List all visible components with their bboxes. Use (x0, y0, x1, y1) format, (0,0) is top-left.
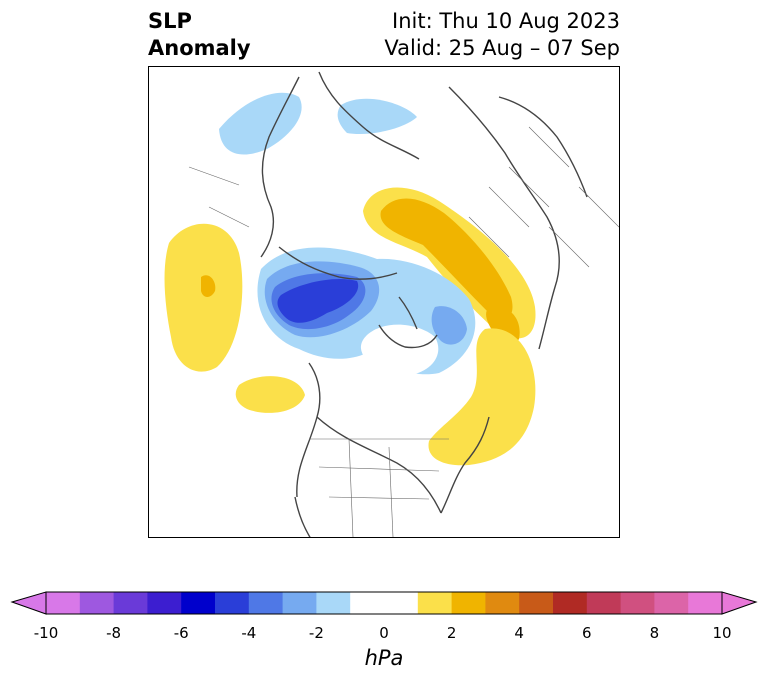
blue-anomaly-north-atlantic (219, 92, 302, 155)
colorbar-tick-label: 4 (514, 624, 524, 642)
colorbar-cell (248, 592, 284, 614)
valid-range: Valid: 25 Aug – 07 Sep (384, 36, 620, 60)
colorbar-cell (79, 592, 115, 614)
yellow-anomaly-small (235, 376, 305, 413)
colorbar-cell (688, 592, 723, 614)
colorbar-cell (485, 592, 520, 614)
colorbar-cell (46, 592, 81, 614)
colorbar-cell (215, 592, 250, 614)
title-variable: SLP (148, 9, 192, 33)
colorbar-cell (350, 592, 385, 614)
blue-anomaly-greenland (337, 98, 417, 135)
colorbar-tick-label: 8 (649, 624, 660, 642)
colorbar-units: hPa (364, 646, 404, 670)
colorbar-tick-label: 6 (582, 624, 592, 642)
colorbar-extend-min (10, 591, 47, 615)
colorbar-cell (553, 592, 588, 614)
init-date: Init: Thu 10 Aug 2023 (392, 9, 620, 33)
colorbar-tick-label: 0 (379, 624, 389, 642)
colorbar-tick-label: -6 (173, 624, 189, 642)
colorbar-cell (282, 592, 317, 614)
colorbar-tick-label: -4 (241, 624, 257, 642)
colorbar-tick-label: 10 (712, 624, 732, 642)
map-title: SLP Anomaly (148, 8, 251, 62)
colorbar-cell (384, 592, 419, 614)
colorbar-cell (620, 592, 655, 614)
country-borders (188, 126, 619, 537)
anomaly-fills (164, 92, 536, 466)
colorbar-tick-label: -8 (106, 624, 122, 642)
white-ice-cap (360, 324, 439, 376)
coastlines (260, 71, 588, 537)
colorbar-cells (46, 592, 723, 614)
colorbar-cell (316, 592, 351, 614)
map-panel (148, 66, 620, 538)
colorbar-tick-label: -10 (33, 624, 59, 642)
gold-anomaly-atlantic-core (201, 275, 216, 297)
gold-anomaly-russia (380, 198, 513, 320)
map-dates: Init: Thu 10 Aug 2023 Valid: 25 Aug – 07… (384, 8, 620, 62)
colorbar-cell (147, 592, 182, 614)
colorbar-cell (113, 592, 148, 614)
mid-blue-anomaly-east (431, 306, 467, 345)
colorbar-cell (519, 592, 554, 614)
colorbar-tick-label: 2 (446, 624, 457, 642)
colorbar-tick-label: -2 (308, 624, 324, 642)
colorbar-cell (654, 592, 689, 614)
anomaly-map (164, 71, 619, 537)
colorbar-extend-max (721, 591, 758, 615)
colorbar-outline (45, 591, 723, 615)
colorbar-cell (417, 592, 453, 614)
colorbar-cell (586, 592, 622, 614)
colorbar-cell (181, 592, 216, 614)
yellow-anomaly-pacific-arc (428, 328, 536, 466)
yellow-anomaly-atlantic (164, 223, 243, 372)
dark-blue-anomaly-core (277, 278, 359, 323)
colorbar (10, 591, 758, 615)
colorbar-cell (451, 592, 486, 614)
title-field: Anomaly (148, 36, 251, 60)
